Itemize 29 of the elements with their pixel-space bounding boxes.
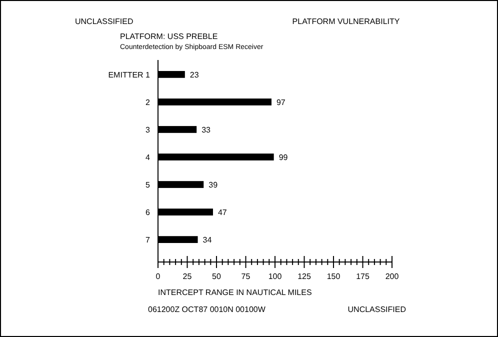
x-tick-label: 125 <box>298 272 312 281</box>
y-tick-label: 7 <box>146 236 151 245</box>
y-tick-label: 6 <box>146 208 151 218</box>
data-label: 39 <box>208 180 218 190</box>
text: 061200Z OCT87 0010N 00100W <box>148 305 266 314</box>
x-tick-label: 200 <box>385 272 400 281</box>
x-tick-label: 175 <box>356 272 370 281</box>
x-axis-title: INTERCEPT RANGE IN NAUTICAL MILES <box>158 288 312 297</box>
x-tick-label: 25 <box>182 272 192 281</box>
y-tick-label: 3 <box>146 125 151 134</box>
y-tick-label: 4 <box>146 153 151 162</box>
data-label: 47 <box>218 208 228 218</box>
x-tick-label: 50 <box>212 272 222 281</box>
chart-subtitle: PLATFORM: USS PREBLE <box>120 32 218 41</box>
data-label: 23 <box>190 70 200 80</box>
data-label: 99 <box>278 153 288 162</box>
data-label: 97 <box>276 98 286 107</box>
data-label: 34 <box>202 236 212 245</box>
x-tick-label: 0 <box>156 272 161 281</box>
x-tick-label: 150 <box>326 272 341 281</box>
y-tick-label: 2 <box>146 98 151 107</box>
text: UNCLASSIFIED <box>75 17 134 26</box>
y-tick-label: 5 <box>146 180 151 190</box>
y-tick-label: EMITTER 1 <box>108 70 151 80</box>
data-label: 33 <box>202 125 212 134</box>
text: UNCLASSIFIED <box>348 305 406 314</box>
x-tick-label: 100 <box>268 272 282 281</box>
x-tick-label: 75 <box>241 272 251 281</box>
chart-title: PLATFORM VULNERABILITY <box>292 17 400 26</box>
